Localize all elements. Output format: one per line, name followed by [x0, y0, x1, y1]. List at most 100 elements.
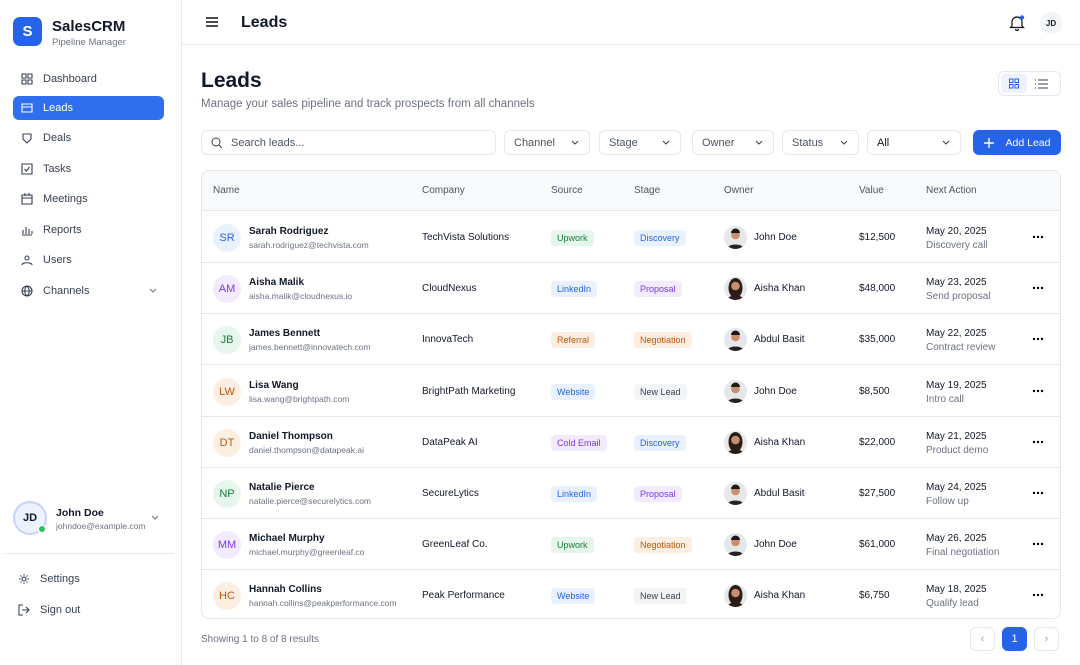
- footer-item[interactable]: Sign out: [10, 598, 161, 622]
- next-page[interactable]: ›: [1034, 627, 1059, 651]
- icon: [21, 73, 33, 85]
- footer-label: Sign out: [40, 604, 81, 616]
- lead-row[interactable]: MM Michael Murphy michael.murphy@greenleaf…: [202, 519, 1060, 571]
- user-avatar[interactable]: JD: [13, 501, 47, 535]
- lead-name: Sarah Rodriguez: [249, 226, 329, 237]
- filter-select[interactable]: Owner: [692, 130, 774, 155]
- search-placeholder: Search leads...: [231, 136, 305, 149]
- nav-item[interactable]: Users: [13, 248, 164, 272]
- next-action: Product demo: [926, 444, 989, 456]
- icon: [22, 227, 33, 236]
- stage-badge: Negotiation: [634, 332, 692, 349]
- filter-select[interactable]: Stage: [599, 130, 681, 155]
- nav-item[interactable]: Dashboard: [13, 67, 164, 91]
- nav-item[interactable]: Leads: [13, 96, 164, 120]
- top-avatar[interactable]: JD: [1040, 12, 1062, 34]
- prev-page[interactable]: ‹: [970, 627, 995, 651]
- company: BrightPath Marketing: [422, 385, 516, 397]
- value: $22,000: [859, 436, 896, 448]
- lead-row[interactable]: LW Lisa Wang lisa.wang@brightpath.com Brigh…: [202, 366, 1060, 417]
- icon: [21, 193, 33, 205]
- lead-name: Natalie Pierce: [249, 482, 315, 493]
- row-menu[interactable]: [1032, 538, 1044, 553]
- nav-item[interactable]: Channels: [13, 279, 164, 303]
- lead-row[interactable]: JB James Bennett james.bennett@innovatech.…: [202, 314, 1060, 366]
- user-name: John Doe: [56, 507, 104, 519]
- lead-avatar: DT: [213, 428, 241, 457]
- company: DataPeak AI: [422, 436, 478, 448]
- lead-email: aisha.malik@cloudnexus.io: [249, 291, 353, 302]
- icon: [21, 285, 33, 297]
- column-header: Value: [859, 185, 884, 196]
- row-menu[interactable]: [1032, 589, 1044, 604]
- page-number[interactable]: 1: [1002, 627, 1027, 651]
- icon: [22, 133, 32, 144]
- owner-name: Aisha Khan: [754, 283, 806, 295]
- row-menu[interactable]: [1032, 487, 1044, 502]
- owner-name: John Doe: [754, 385, 797, 397]
- bell-icon[interactable]: [1009, 15, 1025, 31]
- icon: [18, 604, 30, 616]
- next-date: May 18, 2025: [926, 584, 987, 596]
- filter-select[interactable]: Channel: [504, 130, 590, 155]
- lead-name: Aisha Malik: [249, 277, 305, 289]
- menu-icon[interactable]: [206, 17, 218, 27]
- nav-item[interactable]: Tasks: [13, 157, 164, 181]
- nav-label: Users: [43, 254, 72, 266]
- row-menu[interactable]: [1032, 436, 1044, 451]
- table-header: Name Company Source Stage Owner Value Next Act…: [202, 171, 1060, 211]
- lead-row[interactable]: AM Aisha Malik aisha.malik@cloudnexus.io Cl…: [202, 263, 1060, 315]
- source-badge: Upwork: [551, 230, 594, 246]
- lead-row[interactable]: HC Hannah Collins hannah.collins@peakperfo…: [202, 570, 1060, 618]
- source-badge: Upwork: [551, 537, 594, 554]
- row-menu[interactable]: [1032, 333, 1044, 348]
- company: CloudNexus: [422, 283, 477, 295]
- lead-row[interactable]: DT Daniel Thompson daniel.thompson@datapea…: [202, 417, 1060, 468]
- nav-item[interactable]: Meetings: [13, 187, 164, 211]
- stage-badge: New Lead: [634, 588, 687, 605]
- dots: [1032, 338, 1044, 341]
- next-date: May 21, 2025: [926, 430, 987, 442]
- filter-select[interactable]: All: [867, 130, 961, 155]
- lead-row[interactable]: NP Natalie Pierce natalie.pierce@securelyt…: [202, 468, 1060, 519]
- lead-avatar: SR: [213, 224, 241, 252]
- user-email: johndoe@example.com: [56, 521, 146, 531]
- value: $8,500: [859, 385, 890, 397]
- dots: [1032, 542, 1044, 546]
- lead-avatar: HC: [213, 582, 241, 611]
- column-header: Stage: [634, 185, 661, 196]
- owner-photo: [724, 226, 747, 249]
- nav-item[interactable]: Reports: [13, 218, 164, 242]
- lead-email: natalie.pierce@securelytics.com: [249, 496, 372, 506]
- dots: [1032, 440, 1044, 443]
- footer-item[interactable]: Settings: [10, 567, 161, 591]
- lead-email: lisa.wang@brightpath.com: [249, 393, 350, 404]
- lead-avatar: LW: [213, 377, 241, 406]
- dots: [1032, 286, 1044, 290]
- lead-row[interactable]: SR Sarah Rodriguez sarah.rodriguez@techvis…: [202, 212, 1060, 263]
- lead-name: Michael Murphy: [249, 533, 325, 545]
- photo: [727, 330, 744, 352]
- search[interactable]: Search leads...: [201, 130, 496, 155]
- nav-item[interactable]: Deals: [13, 126, 164, 150]
- row-menu[interactable]: [1032, 282, 1044, 297]
- owner-photo: [724, 584, 747, 608]
- next-date: May 20, 2025: [926, 226, 987, 237]
- photo: [727, 585, 744, 608]
- dots: [1032, 389, 1044, 392]
- row-menu[interactable]: [1032, 231, 1044, 246]
- list-view[interactable]: [1035, 78, 1049, 90]
- chevron[interactable]: [150, 514, 160, 522]
- add-lead-label: Add Lead: [1005, 136, 1051, 149]
- filter-select[interactable]: Status: [782, 130, 859, 155]
- owner-name: Abdul Basit: [754, 488, 805, 499]
- next-action: Intro call: [926, 393, 964, 405]
- grid-view[interactable]: [1001, 74, 1027, 93]
- photo: [727, 431, 744, 454]
- add-lead-button[interactable]: Add Lead: [973, 130, 1061, 155]
- row-menu[interactable]: [1032, 385, 1044, 400]
- nav-label: Leads: [43, 102, 73, 114]
- owner-photo: [724, 277, 747, 301]
- lead-avatar: AM: [213, 275, 241, 304]
